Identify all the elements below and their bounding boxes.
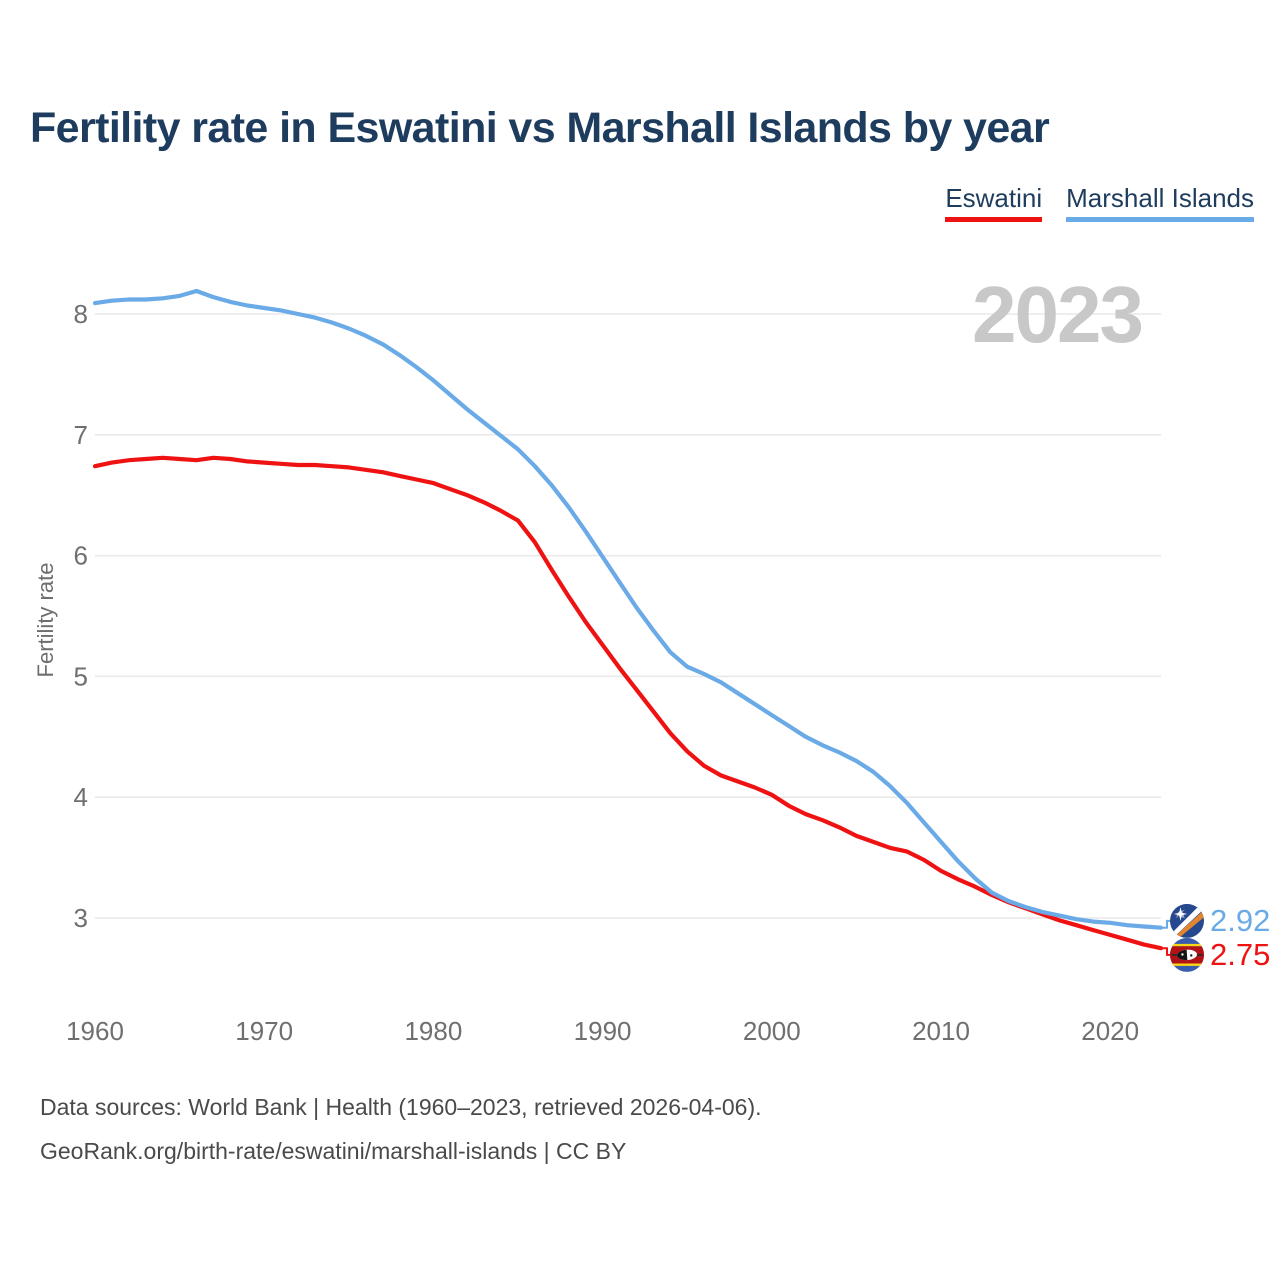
legend-item-eswatini[interactable]: Eswatini	[945, 183, 1043, 222]
end-value-marshall-islands: 2.92	[1210, 903, 1270, 938]
x-tick-label: 2020	[1081, 1016, 1139, 1046]
footer-sources: Data sources: World Bank | Health (1960–…	[40, 1094, 762, 1120]
y-tick-label: 6	[74, 541, 88, 571]
series-line-marshall-islands	[92, 288, 1164, 930]
marshall-islands-flag-icon	[1170, 903, 1204, 938]
x-tick-label: 2000	[743, 1016, 801, 1046]
legend-label-marshall-islands: Marshall Islands	[1066, 183, 1254, 213]
y-tick-label: 8	[74, 299, 88, 329]
leader-line	[1161, 919, 1170, 929]
y-tick-label: 3	[74, 903, 88, 933]
watermark-year: 2023	[972, 270, 1142, 359]
y-tick-label: 7	[74, 420, 88, 450]
x-tick-label: 2010	[912, 1016, 970, 1046]
footer: Data sources: World Bank | Health (1960–…	[40, 1085, 762, 1173]
legend-item-marshall-islands[interactable]: Marshall Islands	[1066, 183, 1254, 222]
series-line-eswatini	[92, 455, 1164, 951]
footer-attribution: GeoRank.org/birth-rate/eswatini/marshall…	[40, 1138, 627, 1164]
legend-label-eswatini: Eswatini	[945, 183, 1043, 213]
y-tick-label: 5	[74, 661, 88, 691]
legend: Eswatini Marshall Islands	[945, 183, 1254, 222]
leader-line	[1161, 947, 1170, 956]
end-value-eswatini: 2.75	[1210, 937, 1270, 972]
end-labels: 2.92 2.75	[1161, 903, 1270, 972]
y-tick-label: 4	[74, 782, 88, 812]
page-title: Fertility rate in Eswatini vs Marshall I…	[30, 104, 1050, 152]
gridlines-and-ticks: 3 4 5 6 7 8 1960 1970 1980 1990 2000 2010 2020	[66, 299, 1161, 1046]
data-series	[92, 288, 1164, 951]
x-tick-label: 1970	[235, 1016, 293, 1046]
x-tick-label: 1960	[66, 1016, 124, 1046]
eswatini-flag-icon	[1170, 937, 1204, 972]
x-tick-label: 1990	[574, 1016, 632, 1046]
x-tick-label: 1980	[404, 1016, 462, 1046]
